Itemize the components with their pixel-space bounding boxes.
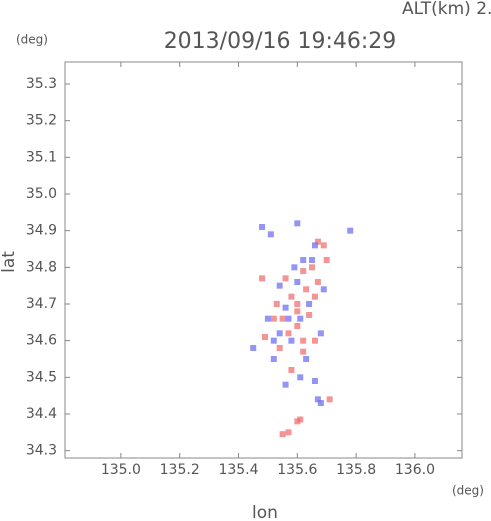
point — [300, 257, 307, 263]
x-tick-label: 136.0 — [395, 462, 435, 478]
point — [297, 374, 304, 381]
y-tick-label: 34.9 — [26, 223, 57, 239]
point — [291, 264, 298, 271]
chart-title: 2013/09/16 19:46:29 — [164, 29, 397, 54]
point — [285, 429, 292, 436]
y-tick-label: 34.7 — [26, 296, 57, 312]
point — [294, 323, 301, 329]
point — [285, 315, 292, 322]
plot-frame — [64, 61, 463, 459]
point — [309, 257, 316, 263]
point — [306, 312, 313, 318]
point — [303, 286, 310, 293]
point — [273, 301, 280, 307]
y-unit: (deg) — [16, 33, 48, 47]
point — [294, 308, 301, 315]
point — [267, 231, 274, 238]
point — [303, 356, 310, 362]
point — [279, 315, 286, 322]
annotation: ALT(km) 2.0 — [402, 0, 491, 19]
x-axis-label: lon — [252, 503, 278, 521]
point — [297, 416, 304, 423]
x-tick-label: 135.4 — [218, 462, 258, 478]
x-tick-label: 135.0 — [101, 462, 141, 478]
point — [282, 304, 289, 311]
point — [276, 330, 283, 337]
y-tick-label: 34.5 — [26, 369, 57, 385]
point — [314, 279, 321, 285]
y-tick-label: 35.2 — [26, 113, 57, 129]
point — [314, 238, 321, 245]
point — [306, 301, 313, 307]
point — [317, 400, 324, 406]
point — [311, 242, 318, 249]
point — [311, 337, 318, 344]
point — [270, 356, 277, 362]
point — [347, 227, 354, 234]
point — [285, 330, 292, 337]
point — [317, 330, 324, 337]
y-tick-label: 35.1 — [26, 149, 57, 165]
point — [300, 337, 307, 344]
point — [276, 345, 283, 351]
point — [288, 367, 295, 373]
y-tick-label: 35.0 — [26, 186, 57, 202]
point — [264, 315, 271, 322]
point — [309, 264, 316, 271]
point — [288, 337, 295, 344]
point — [294, 279, 301, 285]
point — [276, 282, 283, 289]
point — [320, 242, 327, 249]
point — [279, 431, 286, 438]
y-tick-label: 34.6 — [26, 333, 57, 349]
point — [294, 301, 301, 307]
point — [270, 337, 277, 344]
point — [259, 275, 266, 282]
point — [300, 268, 307, 274]
y-tick-label: 34.3 — [26, 443, 57, 459]
point — [297, 315, 304, 322]
point — [311, 293, 318, 300]
point — [326, 396, 333, 403]
point — [261, 334, 268, 340]
y-axis-label: lat — [0, 251, 19, 273]
x-tick-label: 135.6 — [277, 462, 317, 478]
point — [314, 396, 321, 403]
point — [323, 257, 330, 263]
point — [294, 220, 301, 227]
point — [270, 315, 277, 322]
point — [259, 224, 266, 230]
y-tick-label: 34.8 — [26, 259, 57, 275]
x-tick-label: 135.8 — [336, 462, 376, 478]
point — [282, 381, 289, 388]
point — [282, 275, 289, 282]
x-unit: (deg) — [452, 484, 484, 498]
y-tick-label: 35.3 — [26, 76, 57, 92]
point — [288, 293, 295, 300]
point — [250, 345, 257, 351]
point — [300, 348, 307, 355]
x-tick-label: 135.2 — [160, 462, 200, 478]
point — [311, 378, 318, 384]
y-tick-label: 34.4 — [26, 406, 57, 422]
point — [320, 286, 327, 293]
